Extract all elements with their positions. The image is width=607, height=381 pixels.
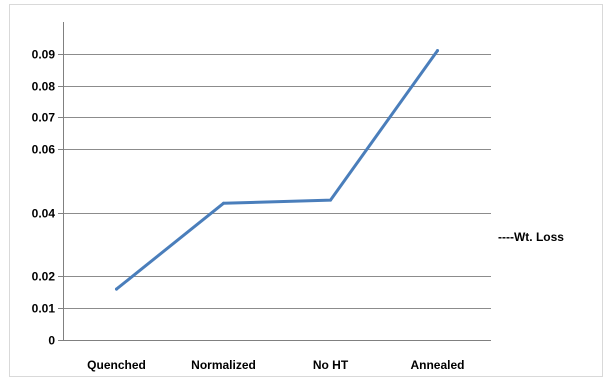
series-lines xyxy=(115,49,439,291)
y-tick-label: 0 xyxy=(48,334,55,348)
y-tick-label: 0.08 xyxy=(32,80,56,94)
gridlines xyxy=(63,54,491,309)
data-point xyxy=(436,49,439,53)
x-category-label: Quenched xyxy=(87,358,146,372)
data-point xyxy=(329,198,332,202)
legend-entry-label: ----Wt. Loss xyxy=(498,230,564,244)
legend: ----Wt. Loss xyxy=(498,230,564,244)
x-category-label: Annealed xyxy=(410,358,464,372)
x-category-label: No HT xyxy=(313,358,349,372)
y-tick-label: 0.06 xyxy=(32,143,56,157)
y-tick-label: 0.07 xyxy=(32,111,56,125)
series-line-wt-loss xyxy=(115,49,439,291)
x-axis-category-labels: Quenched Normalized No HT Annealed xyxy=(87,358,464,372)
y-tick-label: 0.09 xyxy=(32,48,56,62)
data-point xyxy=(115,287,118,291)
y-tick-label: 0.04 xyxy=(32,207,56,221)
chart-frame xyxy=(9,4,603,377)
axes xyxy=(58,22,491,341)
y-tick-label: 0.01 xyxy=(32,302,56,316)
data-point xyxy=(222,201,225,205)
x-category-label: Normalized xyxy=(191,358,256,372)
y-axis-tick-labels: 0 0.01 0.02 0.04 0.06 0.07 0.08 0.09 xyxy=(32,48,56,348)
y-tick-label: 0.02 xyxy=(32,270,56,284)
